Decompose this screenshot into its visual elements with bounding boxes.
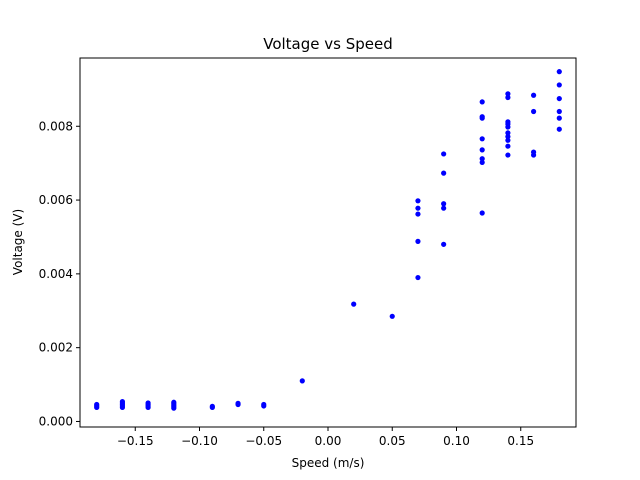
y-tick-label: 0.000 <box>39 414 73 428</box>
data-point <box>299 378 305 384</box>
data-point <box>119 398 126 405</box>
data-point <box>235 400 241 406</box>
y-tick-label: 0.004 <box>39 267 73 281</box>
x-axis-ticks: −0.15 −0.10 −0.05 0.00 0.05 0.10 0.15 <box>117 427 534 448</box>
x-tick-label: 0.00 <box>315 434 342 448</box>
data-point <box>415 211 421 217</box>
data-point <box>505 94 511 101</box>
data-point <box>505 119 511 125</box>
plot-frame <box>79 57 577 428</box>
data-point <box>441 205 447 211</box>
data-point <box>415 238 421 244</box>
x-axis-label: Speed (m/s) <box>292 456 365 470</box>
data-point <box>145 400 151 406</box>
x-tick-label: 0.10 <box>443 434 470 448</box>
chart-title: Voltage vs Speed <box>263 35 393 53</box>
data-point <box>479 114 485 120</box>
data-point <box>479 136 485 142</box>
y-tick-label: 0.006 <box>39 193 73 207</box>
data-point <box>479 159 485 166</box>
data-point <box>415 274 421 281</box>
x-tick-label: 0.15 <box>507 434 534 448</box>
data-point <box>556 82 562 88</box>
data-point <box>530 108 537 115</box>
data-point <box>389 313 395 319</box>
data-point <box>530 92 537 98</box>
data-point <box>94 401 100 408</box>
data-point <box>505 133 511 140</box>
data-point <box>505 91 511 97</box>
data-point <box>479 156 485 162</box>
x-tick-label: −0.05 <box>245 434 282 448</box>
data-point <box>556 126 562 132</box>
data-point <box>505 152 511 158</box>
x-tick-label: −0.10 <box>181 434 218 448</box>
data-point <box>441 151 447 157</box>
data-point <box>556 69 562 75</box>
data-point <box>479 147 485 153</box>
data-point <box>441 170 447 176</box>
y-axis-ticks: 0.000 0.002 0.004 0.006 0.008 <box>39 119 80 428</box>
data-point <box>556 115 562 121</box>
data-point <box>415 205 421 211</box>
data-point <box>505 130 511 136</box>
data-points <box>94 69 562 411</box>
data-point <box>505 137 511 143</box>
data-point <box>441 241 447 247</box>
y-axis-label: Voltage (V) <box>11 209 25 275</box>
data-point <box>505 143 511 149</box>
data-point <box>415 198 421 204</box>
x-tick-label: 0.05 <box>379 434 406 448</box>
y-tick-label: 0.002 <box>39 341 73 355</box>
x-tick-label: −0.15 <box>117 434 154 448</box>
data-point <box>171 399 177 405</box>
data-point <box>556 108 562 115</box>
data-point <box>351 301 357 307</box>
data-point <box>479 99 485 105</box>
data-point <box>261 401 267 408</box>
data-point <box>530 149 537 155</box>
y-tick-label: 0.008 <box>39 119 73 133</box>
data-point <box>556 95 562 102</box>
data-point <box>441 201 447 207</box>
data-point <box>209 403 215 409</box>
data-point <box>479 210 485 216</box>
